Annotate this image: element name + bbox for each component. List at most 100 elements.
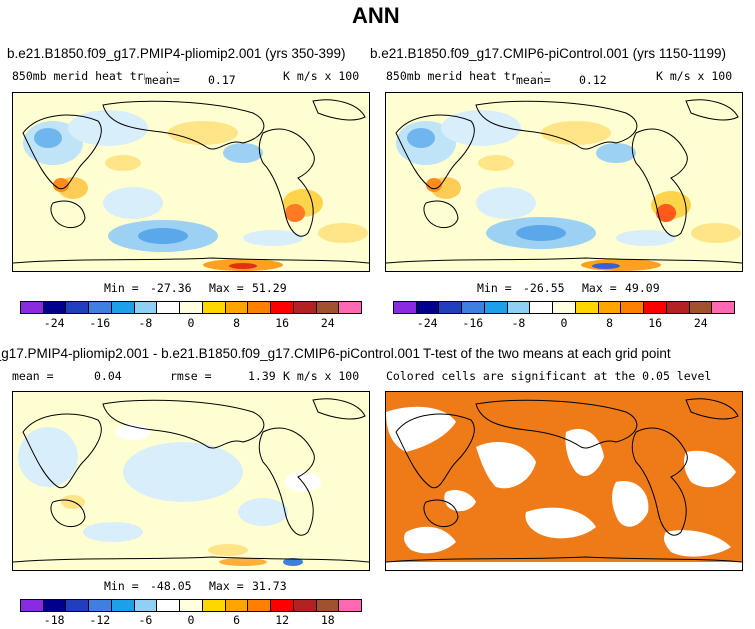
colorbar-tick-label: 0 (187, 613, 195, 627)
colorbar-tick-label: 12 (275, 613, 290, 627)
panel3-rmse-label: rmse = (170, 369, 212, 383)
colorbar-swatch (66, 600, 90, 611)
colorbar-tick-label: -6 (138, 613, 153, 627)
panel1-min-label: Min = (104, 281, 139, 295)
colorbar-swatch (180, 600, 203, 611)
panel1-mean-value: 0.17 (208, 73, 236, 87)
colorbar-swatch (316, 600, 340, 611)
colorbar-tick-label: 0 (187, 316, 195, 330)
colorbar-swatch (293, 600, 317, 611)
colorbar-swatch (316, 302, 340, 313)
colorbar-tick-label: -16 (462, 316, 484, 330)
colorbar-swatch (248, 302, 272, 313)
colorbar-swatch (553, 302, 576, 313)
panel4-subtitle: Colored cells are significant at the 0.0… (386, 369, 712, 383)
colorbar-tick-label: 16 (275, 316, 290, 330)
colorbar-swatch (644, 302, 667, 313)
colorbar-swatch (111, 600, 135, 611)
colorbar-swatch (202, 302, 226, 313)
colorbar-swatch (530, 302, 554, 313)
colorbar-swatch (180, 302, 203, 313)
colorbar-tick-label: -24 (416, 316, 438, 330)
panel2-min-label: Min = (477, 281, 512, 295)
panel3-mean-label: mean = (12, 369, 54, 383)
panel2-colorbar (393, 301, 735, 314)
panel2-min-value: -26.55 (523, 281, 565, 295)
colorbar-swatch (134, 302, 158, 313)
panel1-coastlines (13, 99, 369, 264)
panel2-mean-value: 0.12 (579, 73, 607, 87)
panel1-field (23, 110, 368, 271)
colorbar-tick-label: -18 (43, 613, 65, 627)
panel3-colorbar-ticks: -18 -12 -6 0 6 12 18 (0, 613, 755, 629)
colorbar-tick-label: 0 (560, 316, 568, 330)
colorbar-swatch (462, 302, 485, 313)
panel1-max-label: Max = (209, 281, 244, 295)
panel3-max-label: Max = (209, 579, 244, 593)
colorbar-swatch (271, 600, 294, 611)
panel2-map (385, 92, 743, 272)
panel1-map (12, 92, 370, 272)
colorbar-swatch (339, 600, 362, 611)
colorbar-swatch (598, 302, 622, 313)
colorbar-swatch (225, 302, 249, 313)
colorbar-swatch (225, 600, 249, 611)
colorbar-tick-label: 24 (320, 316, 335, 330)
panel1-max-value: 51.29 (252, 281, 287, 295)
colorbar-tick-label: -24 (43, 316, 65, 330)
panel2-max-label: Max = (582, 281, 617, 295)
panel3-units: K m/s x 100 (283, 369, 360, 383)
colorbar-swatch (484, 302, 508, 313)
colorbar-swatch (89, 302, 112, 313)
colorbar-tick-label: 16 (648, 316, 663, 330)
colorbar-tick-label: -8 (138, 316, 153, 330)
colorbar-swatch (439, 302, 463, 313)
colorbar-swatch (666, 302, 690, 313)
colorbar-swatch (89, 600, 112, 611)
colorbar-swatch (157, 302, 181, 313)
panel1-min-value: -27.36 (150, 281, 192, 295)
colorbar-swatch (21, 302, 44, 313)
colorbar-swatch (43, 302, 67, 313)
colorbar-swatch (293, 302, 317, 313)
colorbar-tick-label: 24 (693, 316, 708, 330)
panel3-colorbar (20, 599, 362, 612)
colorbar-swatch (339, 302, 362, 313)
colorbar-swatch (43, 600, 67, 611)
panel4-map-graphic (386, 392, 742, 570)
colorbar-swatch (111, 302, 135, 313)
panel3-rmse-value: 1.39 (248, 369, 276, 383)
panel3-min-value: -48.05 (150, 579, 192, 593)
colorbar-swatch (689, 302, 713, 313)
colorbar-swatch (271, 302, 294, 313)
colorbar-tick-label: 18 (320, 613, 335, 627)
colorbar-swatch (134, 600, 158, 611)
figure-title: ANN (352, 3, 400, 28)
panel2-units: K m/s x 100 (656, 69, 733, 83)
colorbar-tick-label: 8 (606, 316, 614, 330)
panel4-nonsignificant-regions (386, 406, 742, 570)
panel2-field-label: 850mb merid heat trnspt (386, 69, 546, 83)
panel3-field (18, 424, 321, 566)
panel2-field (396, 110, 741, 271)
panel2-max-value: 49.09 (625, 281, 660, 295)
panel4-map (385, 391, 743, 571)
colorbar-swatch (575, 302, 599, 313)
panel2-colorbar-ticks: -24 -16 -8 0 8 16 24 (0, 316, 755, 332)
panel2-map-graphic (386, 93, 742, 271)
colorbar-tick-label: -16 (89, 316, 111, 330)
colorbar-tick-label: 8 (233, 316, 241, 330)
colorbar-swatch (416, 302, 440, 313)
panel2-coastlines (386, 99, 742, 264)
panel3-title: b.e21.B1850.f09_g17.PMIP4-pliomip2.001 -… (0, 346, 420, 361)
colorbar-swatch (202, 600, 226, 611)
colorbar-swatch (507, 302, 531, 313)
panel1-colorbar (20, 301, 362, 314)
panel3-map (12, 391, 370, 571)
panel4-title: T-test of the two means at each grid poi… (423, 346, 671, 361)
panel1-map-graphic (13, 93, 369, 271)
colorbar-swatch (394, 302, 417, 313)
panel1-mean-label: mean= (145, 73, 180, 87)
colorbar-tick-label: -8 (511, 316, 526, 330)
panel2-title: b.e21.B1850.f09_g17.CMIP6-piControl.001 … (370, 46, 726, 61)
